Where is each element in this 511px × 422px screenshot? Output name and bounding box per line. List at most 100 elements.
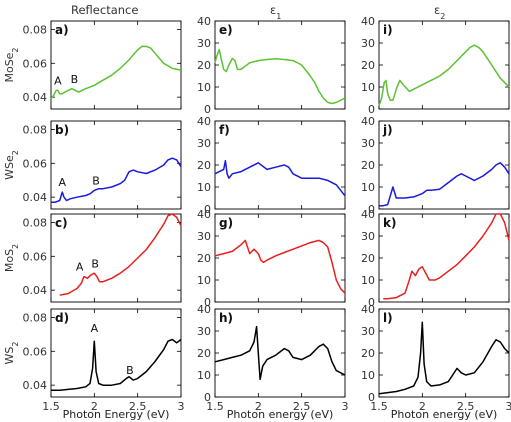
peak-annotation-A: A: [91, 322, 99, 335]
y-tick-label: 0.08: [23, 311, 48, 324]
series-line-r4-c1: [51, 338, 182, 391]
column-title-subscript: 2: [440, 12, 445, 21]
series-line-r1-c2: [214, 48, 346, 105]
peak-annotation-B: B: [126, 364, 134, 377]
y-tick-label: 10: [197, 181, 211, 194]
y-tick-label: 40: [361, 115, 375, 128]
y-tick-label: 0.04: [23, 284, 48, 297]
y-tick-label: 30: [361, 137, 375, 150]
y-tick-label: 30: [361, 37, 375, 50]
y-tick-label: 0: [368, 203, 375, 216]
y-tick-label: 30: [197, 325, 211, 338]
y-tick-label: 0: [368, 296, 375, 309]
row-label-subscript: 2: [11, 244, 20, 249]
y-tick-label: 20: [197, 159, 211, 172]
column-title-1: Reflectance: [71, 3, 138, 17]
y-tick-label: 30: [361, 230, 375, 243]
column-title-subscript: 1: [276, 12, 281, 21]
y-tick-label: 30: [361, 325, 375, 338]
panel-letter: j): [382, 123, 393, 137]
panel-letter: f): [219, 123, 230, 137]
y-tick-label: 10: [197, 81, 211, 94]
y-tick-label: 20: [197, 347, 211, 360]
y-tick-label: 10: [361, 274, 375, 287]
y-tick-label: 10: [197, 274, 211, 287]
y-tick-label: 0.04: [23, 191, 48, 204]
peak-annotation-B: B: [91, 257, 99, 270]
column-title-2: ε1: [270, 3, 281, 21]
x-tick-label: 2: [91, 400, 98, 413]
panel-letter: k): [383, 216, 396, 230]
series-line-r4-c2: [214, 325, 346, 381]
y-tick-label: 40: [361, 15, 375, 28]
y-tick-label: 10: [361, 181, 375, 194]
panel-letter: g): [219, 216, 233, 230]
peak-annotation-A: A: [76, 261, 84, 274]
panel-frame: [378, 20, 510, 110]
y-tick-label: 20: [197, 252, 211, 265]
panel-frame: [50, 20, 182, 110]
y-tick-label: 30: [197, 137, 211, 150]
y-tick-label: 40: [197, 15, 211, 28]
x-tick-label: 3: [178, 400, 185, 413]
x-tick-label: 2: [419, 400, 426, 413]
y-tick-label: 40: [197, 303, 211, 316]
series-line-r4-c3: [378, 321, 510, 395]
x-tick-label: 3: [342, 400, 349, 413]
y-tick-label: 10: [197, 369, 211, 382]
y-tick-label: 0: [368, 391, 375, 404]
series-line-r3-c3: [383, 213, 510, 300]
x-tick-label: 2: [255, 400, 262, 413]
series-line-r1-c1: [50, 45, 182, 100]
peak-annotation-A: A: [54, 74, 62, 87]
panel-frame: [214, 120, 346, 210]
panel-frame: [50, 120, 182, 210]
x-tick-label: 1.5: [42, 400, 60, 413]
y-tick-label: 0: [204, 296, 211, 309]
y-tick-label: 0.08: [23, 23, 48, 36]
row-label-subscript: 2: [11, 342, 20, 347]
series-line-r3-c1: [59, 213, 182, 296]
row-label-subscript: 2: [11, 150, 20, 155]
y-tick-label: 40: [361, 303, 375, 316]
x-tick-label: 3: [506, 400, 511, 413]
series-line-r3-c2: [214, 239, 346, 294]
panel-letter: b): [55, 123, 69, 137]
y-tick-label: 0: [204, 103, 211, 116]
y-tick-label: 0: [204, 203, 211, 216]
y-tick-label: 20: [361, 59, 375, 72]
y-tick-label: 0.04: [23, 91, 48, 104]
x-tick-label: 2.5: [293, 400, 311, 413]
y-tick-label: 0.08: [23, 216, 48, 229]
panel-frame: [214, 213, 346, 303]
y-tick-label: 20: [197, 59, 211, 72]
y-tick-label: 0.06: [23, 250, 48, 263]
series-line-r2-c3: [379, 162, 510, 207]
row-label-subscript: 2: [11, 47, 20, 52]
y-tick-label: 30: [197, 230, 211, 243]
x-tick-label: 2.5: [457, 400, 475, 413]
peak-annotation-B: B: [92, 174, 100, 187]
y-tick-label: 0: [204, 391, 211, 404]
panel-letter: h): [219, 311, 233, 325]
panel-letter: d): [55, 311, 69, 325]
row-label-1: MoSe2: [3, 47, 20, 82]
x-axis-label-1: Photon Energy (eV): [63, 408, 170, 421]
y-tick-label: 10: [361, 369, 375, 382]
row-label-3: MoS2: [3, 244, 20, 272]
y-tick-label: 0.08: [23, 123, 48, 136]
panel-letter: a): [55, 23, 69, 37]
peak-annotation-A: A: [59, 176, 67, 189]
y-tick-label: 20: [361, 347, 375, 360]
x-axis-label-3: Photon energy (eV): [391, 408, 498, 421]
row-label-4: WS2: [3, 342, 20, 365]
y-tick-label: 40: [361, 208, 375, 221]
peak-annotation-B: B: [71, 73, 79, 86]
y-tick-label: 40: [197, 115, 211, 128]
row-label-2: WSe2: [3, 150, 20, 180]
y-tick-label: 20: [361, 159, 375, 172]
y-tick-label: 0.04: [23, 379, 48, 392]
panel-letter: i): [383, 23, 393, 37]
panel-frame: [214, 20, 346, 110]
